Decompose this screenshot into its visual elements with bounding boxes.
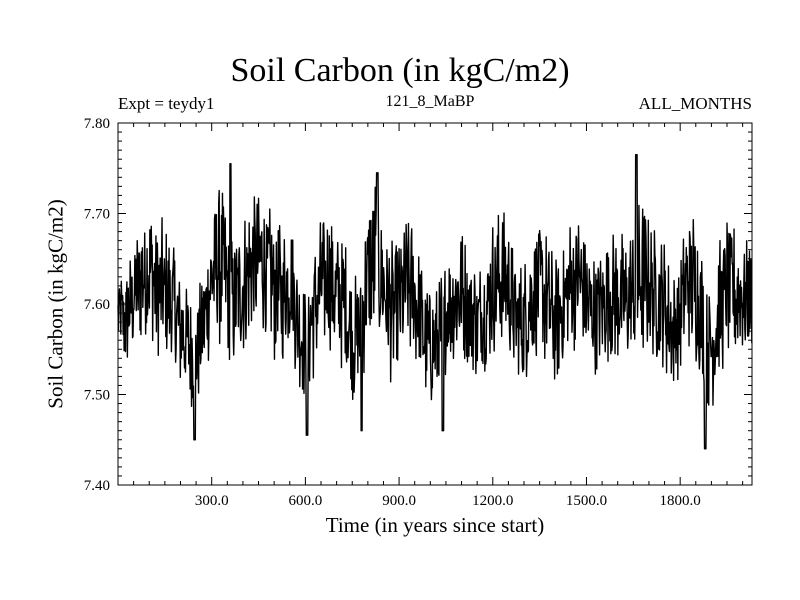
x-tick-label: 1500.0 (566, 493, 607, 509)
experiment-label: Expt = teydy1 (118, 94, 215, 113)
series-line-soil-carbon (117, 153, 753, 450)
minor-ticks (118, 123, 752, 485)
season-label: ALL_MONTHS (638, 94, 752, 113)
y-tick-label: 7.80 (84, 116, 110, 132)
y-axis-ticks: 7.40 7.50 7.60 7.70 7.80 (84, 116, 110, 494)
y-tick-label: 7.40 (84, 478, 110, 494)
series-layer (117, 153, 753, 450)
y-tick-label: 7.70 (84, 207, 110, 223)
x-tick-label: 900.0 (382, 493, 416, 509)
chart-title: Soil Carbon (in kgC/m2) (230, 52, 570, 89)
chart-subtitle: 121_8_MaBP (385, 93, 475, 110)
x-axis-label: Time (in years since start) (325, 513, 545, 537)
x-tick-label: 300.0 (195, 493, 229, 509)
plot-frame (117, 122, 753, 486)
y-tick-label: 7.60 (84, 297, 110, 313)
x-tick-label: 1200.0 (472, 493, 513, 509)
x-tick-label: 1800.0 (660, 493, 701, 509)
x-axis-ticks: 300.0 600.0 900.0 1200.0 1500.0 1800.0 (195, 493, 701, 509)
y-tick-label: 7.50 (84, 388, 110, 404)
x-tick-label: 600.0 (289, 493, 323, 509)
